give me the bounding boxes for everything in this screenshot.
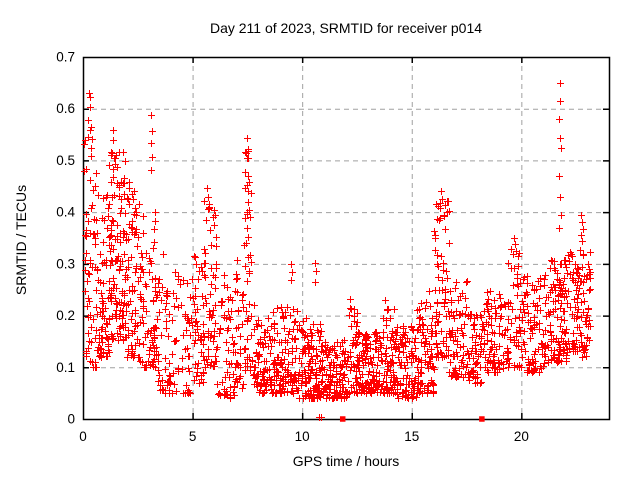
data-points	[81, 80, 594, 421]
x-tick-label: 10	[295, 429, 310, 444]
flag-square-marker	[479, 416, 485, 422]
chart-title: Day 211 of 2023, SRMTID for receiver p01…	[209, 20, 483, 36]
y-tick-label: 0.6	[56, 101, 75, 116]
y-tick-label: 0.4	[56, 205, 75, 220]
y-tick-label: 0.5	[56, 153, 75, 168]
x-tick-label: 20	[514, 429, 529, 444]
y-tick-label: 0	[67, 412, 75, 427]
y-tick-label: 0.3	[56, 256, 75, 271]
x-tick-label: 5	[189, 429, 197, 444]
tick-labels: 0 5 10 15 20 0 0.1 0.2 0.3 0.4 0.5 0.6 0.7	[56, 50, 529, 445]
y-tick-label: 0.7	[56, 50, 75, 65]
flag-square-marker	[339, 416, 346, 422]
x-axis-label: GPS time / hours	[292, 453, 400, 469]
axes-border	[82, 56, 611, 421]
x-tick-label: 0	[79, 429, 87, 444]
y-tick-label: 0.1	[56, 360, 75, 375]
flag-square-markers	[339, 416, 485, 422]
y-tick-label: 0.2	[56, 308, 75, 323]
x-tick-label: 15	[404, 429, 419, 444]
